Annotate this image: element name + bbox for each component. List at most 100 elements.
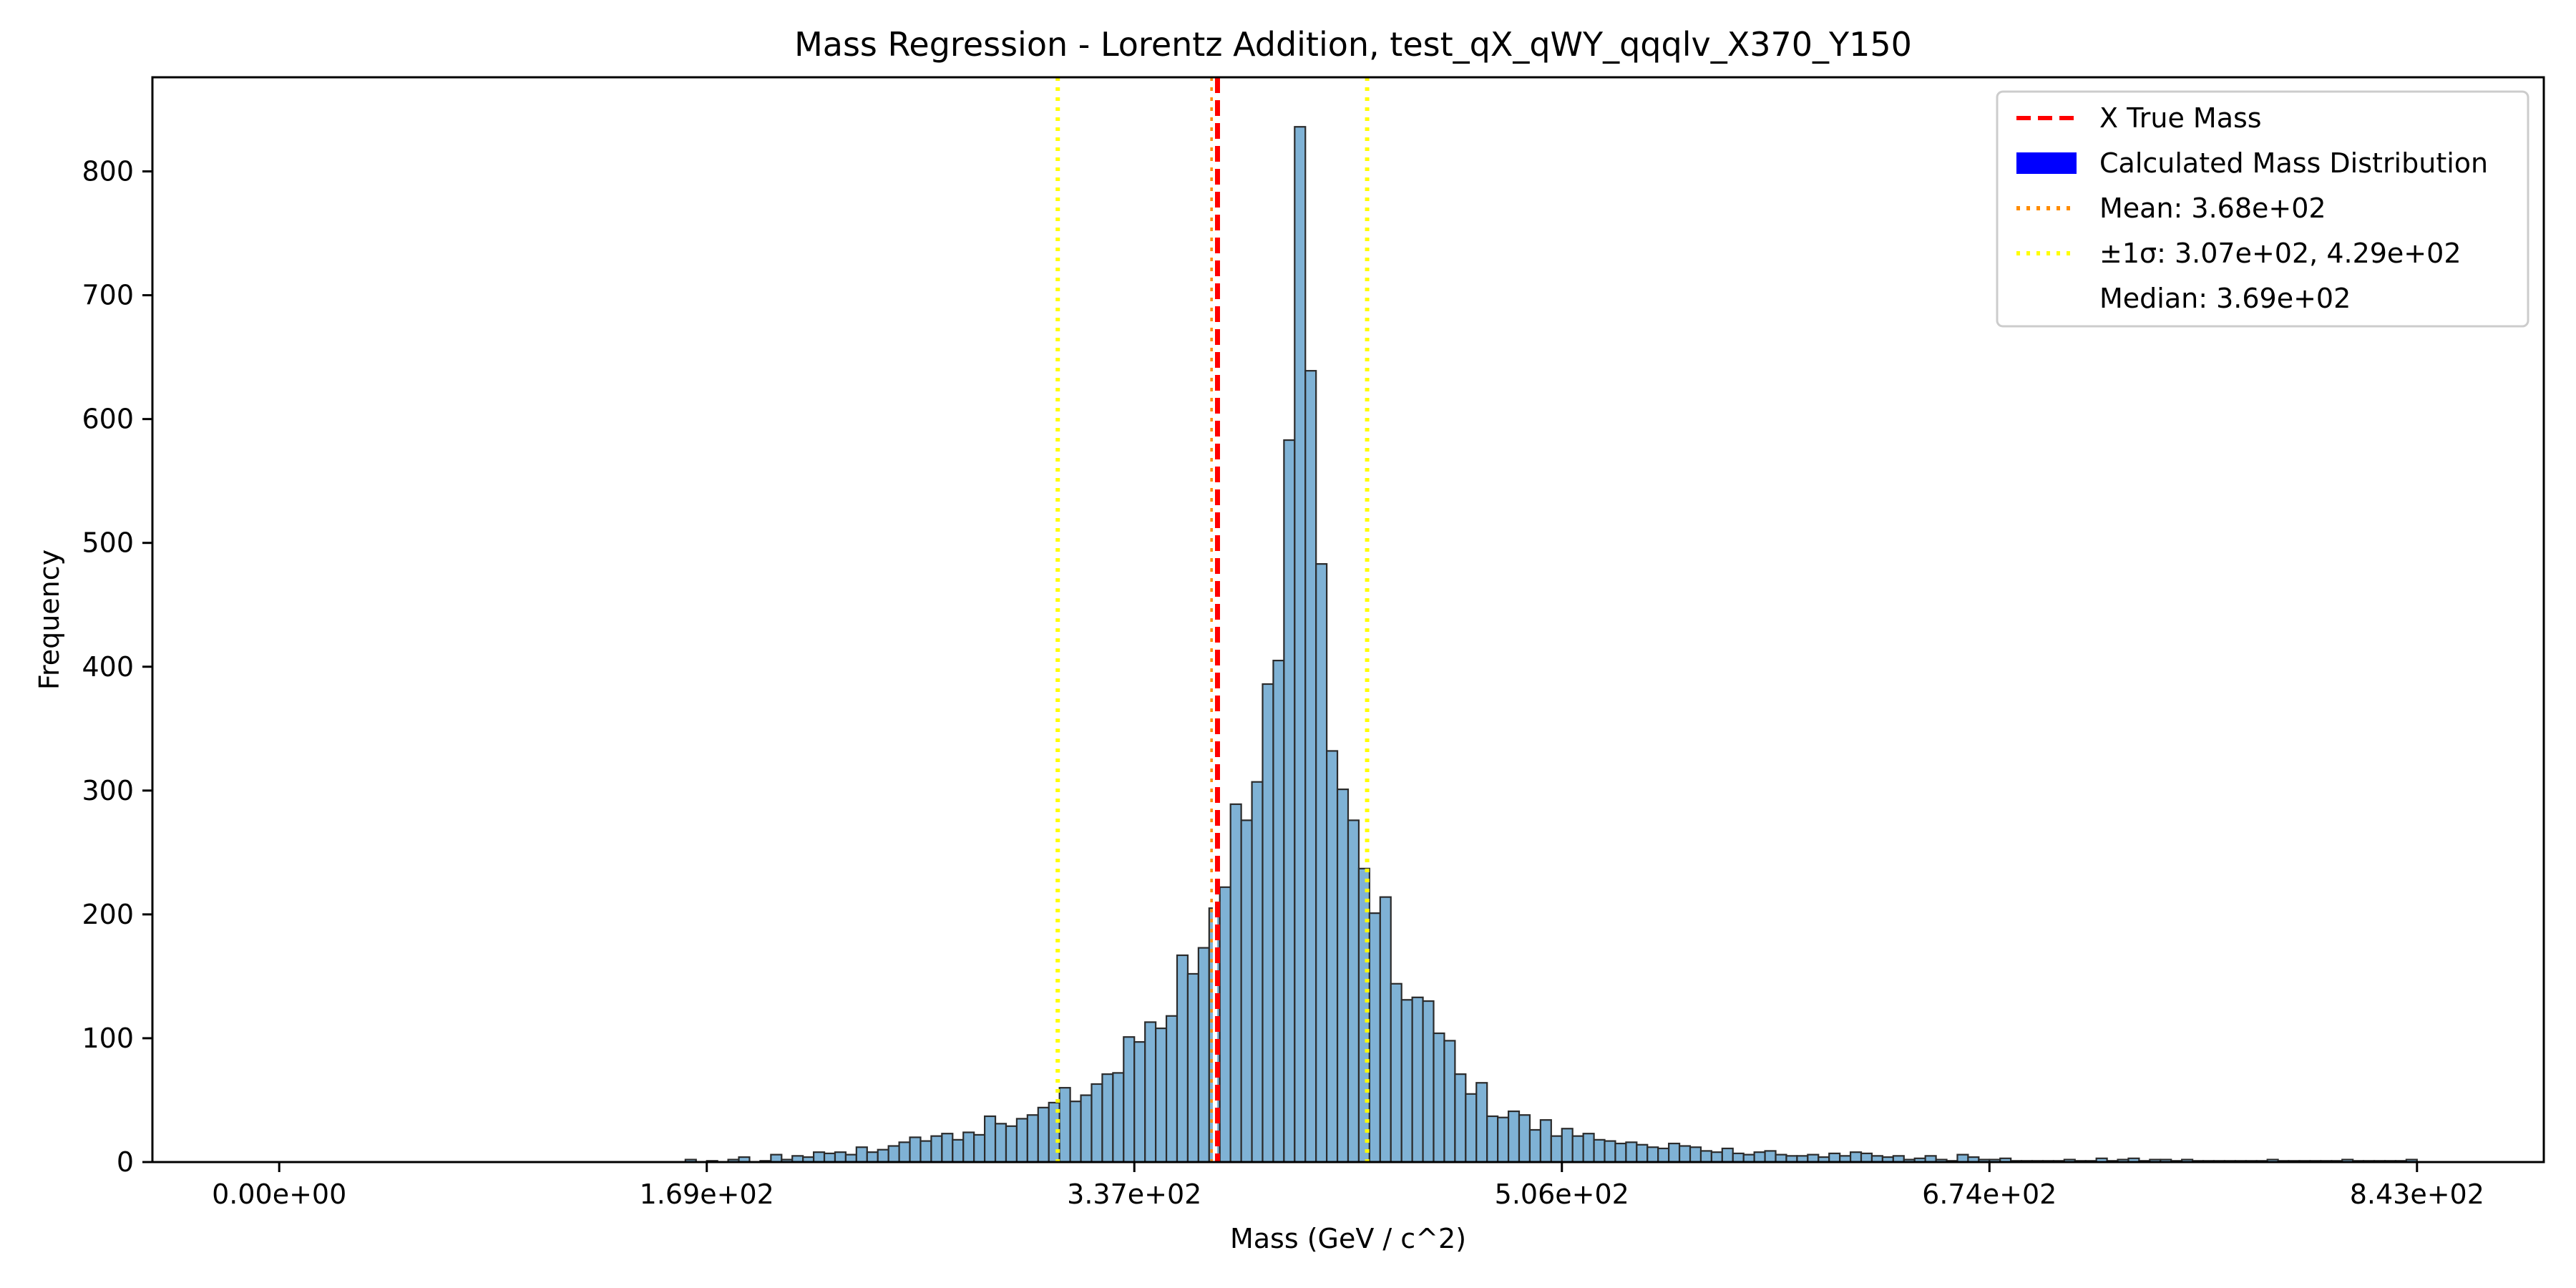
histogram-bar bbox=[770, 1153, 783, 1163]
histogram-bar bbox=[1528, 1128, 1541, 1163]
histogram-bar bbox=[866, 1151, 879, 1163]
histogram-bar bbox=[1155, 1027, 1168, 1163]
plot-frame bbox=[151, 76, 2545, 1163]
histogram-bar bbox=[1390, 982, 1402, 1163]
histogram-bar bbox=[1112, 1072, 1125, 1163]
histogram-bar bbox=[887, 1145, 900, 1163]
histogram-bar bbox=[1636, 1143, 1649, 1163]
histogram-bar bbox=[1710, 1151, 1723, 1163]
histogram-bar bbox=[1475, 1082, 1488, 1163]
histogram-bar bbox=[930, 1135, 943, 1163]
histogram-bar bbox=[1604, 1140, 1616, 1163]
histogram-bar bbox=[1433, 1032, 1445, 1163]
histogram-bar bbox=[994, 1123, 1008, 1163]
histogram-bar bbox=[1336, 788, 1350, 1163]
histogram-bar bbox=[1571, 1135, 1584, 1163]
histogram-bar bbox=[1080, 1094, 1093, 1163]
histogram-bar bbox=[1678, 1145, 1692, 1163]
histogram-bar bbox=[1144, 1021, 1157, 1163]
histogram-bar bbox=[1561, 1128, 1574, 1163]
histogram-bar bbox=[1775, 1153, 1787, 1163]
legend-handle bbox=[2016, 152, 2077, 174]
histogram-bar bbox=[1272, 660, 1285, 1163]
y-tick-label: 0 bbox=[117, 1146, 134, 1178]
histogram-bar bbox=[1625, 1141, 1638, 1163]
x-tick-label: 0.00e+00 bbox=[212, 1179, 346, 1210]
histogram-bar bbox=[1582, 1133, 1595, 1163]
histogram-bar bbox=[844, 1153, 857, 1163]
histogram-bar bbox=[1411, 996, 1424, 1163]
histogram-bar bbox=[1347, 819, 1360, 1163]
histogram-bar bbox=[952, 1138, 965, 1163]
histogram-bar bbox=[1315, 563, 1328, 1163]
x-axis-label: Mass (GeV / c^2) bbox=[1230, 1223, 1466, 1254]
y-axis: 0 100 200 300 400 500 600 700 800 bbox=[82, 156, 152, 1178]
histogram-bar bbox=[1699, 1150, 1712, 1163]
y-tick-label: 600 bbox=[82, 404, 134, 435]
histogram-bar bbox=[1304, 370, 1317, 1163]
histogram-bar bbox=[1828, 1152, 1841, 1163]
x-tick-label: 6.74e+02 bbox=[1922, 1179, 2057, 1210]
y-tick-label: 500 bbox=[82, 527, 134, 559]
x-tick-label: 3.37e+02 bbox=[1067, 1179, 1201, 1210]
histogram-bar bbox=[1668, 1142, 1681, 1163]
histogram-bar bbox=[1956, 1153, 1969, 1163]
histogram-bar bbox=[1240, 819, 1253, 1163]
histogram-bar bbox=[1742, 1153, 1755, 1163]
histogram-bar bbox=[1219, 886, 1231, 1163]
histogram-bar bbox=[1069, 1101, 1082, 1163]
histogram-bar bbox=[984, 1115, 997, 1163]
histogram-bar bbox=[834, 1151, 847, 1163]
histogram-bar bbox=[1721, 1147, 1734, 1163]
y-tick-label: 200 bbox=[82, 899, 134, 930]
y-tick-label: 300 bbox=[82, 775, 134, 806]
legend-label: ±1σ: 3.07e+02, 4.29e+02 bbox=[2099, 238, 2462, 269]
histogram-bar bbox=[1123, 1036, 1136, 1163]
histogram-bar bbox=[1764, 1150, 1777, 1163]
histogram-bar bbox=[1368, 912, 1381, 1163]
histogram-bar bbox=[823, 1152, 836, 1163]
histogram-bar bbox=[1133, 1041, 1146, 1163]
x-tick-label: 8.43e+02 bbox=[2350, 1179, 2484, 1210]
histogram-bar bbox=[1507, 1110, 1521, 1163]
x-tick-label: 5.06e+02 bbox=[1495, 1179, 1629, 1210]
histogram-bar bbox=[1849, 1151, 1863, 1163]
y-axis-label: Frequency bbox=[34, 550, 65, 690]
histogram-bar bbox=[1486, 1115, 1499, 1163]
histogram-bar bbox=[1326, 750, 1339, 1163]
histogram-bar bbox=[1550, 1135, 1563, 1163]
histogram-bar bbox=[855, 1146, 868, 1163]
histogram-bar bbox=[898, 1141, 911, 1163]
histogram-bar bbox=[1400, 999, 1413, 1163]
histogram-bar bbox=[1518, 1114, 1531, 1163]
legend-label: Calculated Mass Distribution bbox=[2099, 147, 2488, 179]
histogram-bar bbox=[962, 1131, 975, 1163]
histogram-bar bbox=[1101, 1073, 1114, 1163]
histogram-bar bbox=[1539, 1119, 1552, 1163]
histogram-bar bbox=[1646, 1146, 1659, 1163]
legend-box bbox=[1996, 90, 2529, 328]
histogram-bar bbox=[973, 1133, 986, 1163]
histogram-bar bbox=[1465, 1093, 1478, 1163]
reference-lines bbox=[1055, 77, 1370, 1162]
histogram-bar bbox=[1015, 1118, 1028, 1163]
histogram-bar bbox=[1283, 439, 1296, 1163]
histogram-bar bbox=[919, 1140, 932, 1163]
y-tick-label: 100 bbox=[82, 1023, 134, 1054]
y-tick-label: 800 bbox=[82, 156, 134, 187]
histogram-bar bbox=[909, 1136, 922, 1163]
legend-label: Mean: 3.68e+02 bbox=[2099, 192, 2326, 224]
histogram-bar bbox=[1262, 683, 1274, 1163]
histogram-bar bbox=[1732, 1152, 1745, 1163]
histogram-bar bbox=[1422, 1000, 1435, 1163]
histogram-bar bbox=[877, 1148, 889, 1163]
histogram-bar bbox=[1860, 1152, 1873, 1163]
legend: X True Mass Calculated Mass Distribution M… bbox=[1996, 90, 2529, 328]
legend-label: Median: 3.69e+02 bbox=[2099, 283, 2351, 314]
histogram-bar bbox=[1497, 1116, 1510, 1163]
histogram-bar bbox=[1026, 1114, 1039, 1163]
histogram-bar bbox=[1091, 1083, 1103, 1163]
histogram-bar bbox=[1058, 1087, 1071, 1163]
legend-entries: X True Mass Calculated Mass Distribution M… bbox=[2016, 102, 2488, 314]
